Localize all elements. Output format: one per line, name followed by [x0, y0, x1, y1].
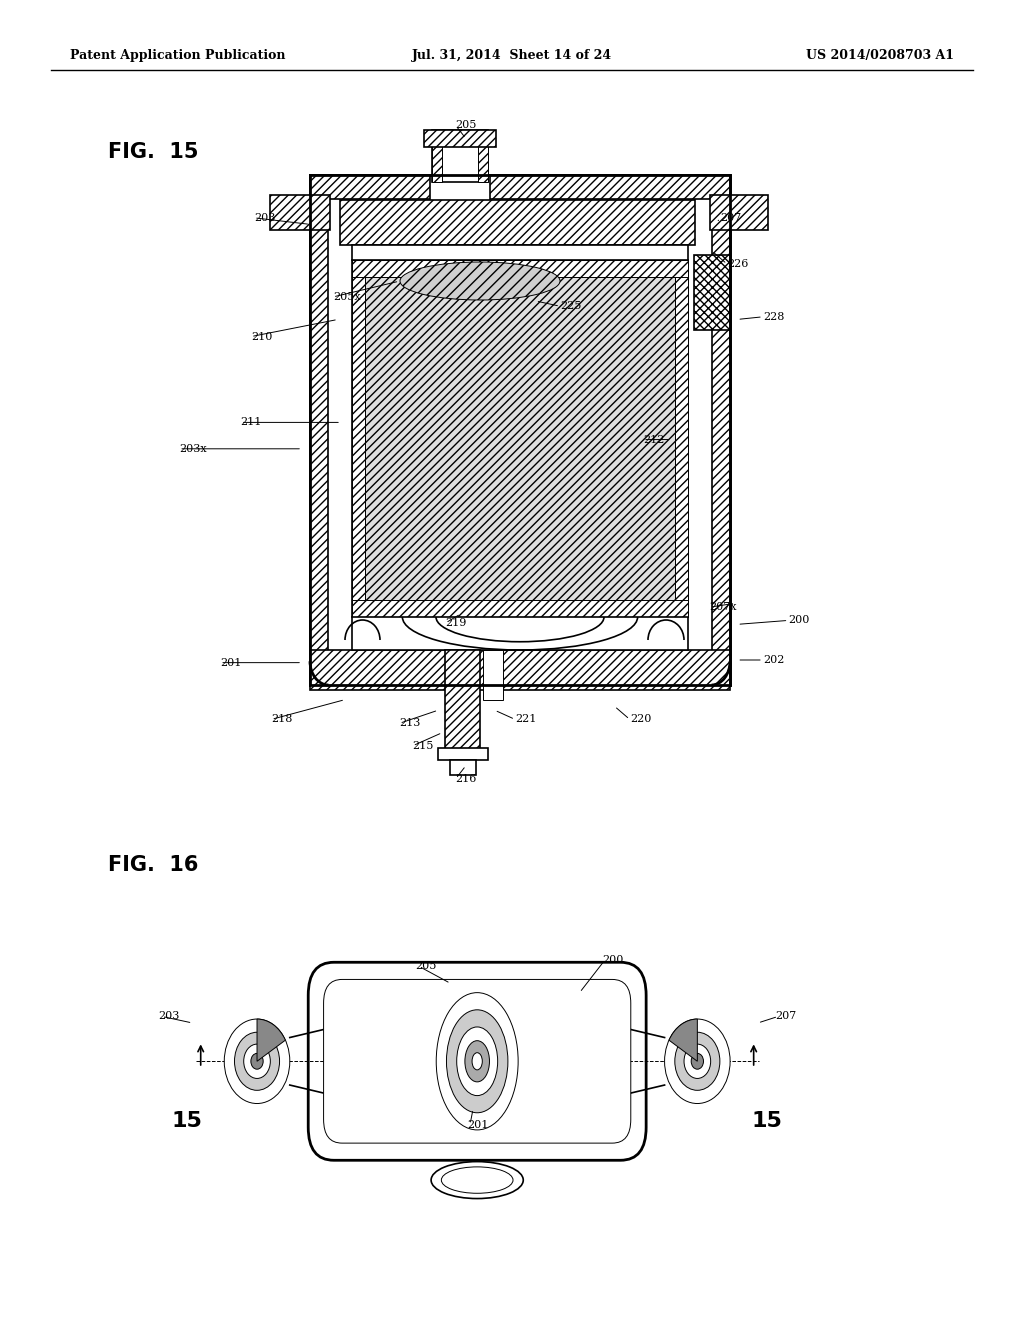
Ellipse shape	[436, 993, 518, 1130]
Text: 201: 201	[467, 1119, 488, 1130]
Bar	[432, 129, 442, 182]
Bar	[694, 255, 730, 330]
Text: 200: 200	[602, 954, 624, 965]
Ellipse shape	[251, 1053, 263, 1069]
Text: 203: 203	[254, 213, 275, 223]
Bar	[712, 176, 730, 685]
Ellipse shape	[244, 1044, 270, 1078]
Text: 201: 201	[220, 657, 242, 668]
Text: 219: 219	[445, 618, 467, 628]
Text: FIG.  15: FIG. 15	[108, 141, 198, 162]
Bar	[310, 649, 730, 690]
Text: 215: 215	[413, 741, 434, 751]
Text: 225: 225	[560, 301, 582, 312]
Text: 213: 213	[399, 718, 421, 729]
Ellipse shape	[431, 1162, 523, 1199]
Bar	[352, 616, 688, 649]
Ellipse shape	[441, 1167, 513, 1193]
Bar	[310, 176, 430, 199]
Bar	[270, 195, 330, 230]
Bar	[478, 129, 488, 182]
Wedge shape	[669, 1019, 697, 1061]
Ellipse shape	[224, 1019, 290, 1104]
Ellipse shape	[446, 1010, 508, 1113]
Text: 228: 228	[763, 312, 784, 322]
Ellipse shape	[400, 261, 560, 300]
Ellipse shape	[465, 1040, 489, 1082]
Bar	[352, 260, 366, 616]
Bar	[710, 195, 768, 230]
Bar	[352, 260, 688, 616]
Ellipse shape	[691, 1053, 703, 1069]
Bar	[483, 649, 503, 700]
Text: 15: 15	[752, 1110, 782, 1131]
Text: 211: 211	[241, 417, 262, 428]
Bar	[424, 129, 496, 147]
Bar	[352, 260, 688, 277]
Text: 221: 221	[515, 714, 537, 725]
Text: 207x: 207x	[710, 602, 737, 612]
Ellipse shape	[234, 1032, 280, 1090]
Text: 207: 207	[775, 1011, 797, 1022]
Text: 15: 15	[172, 1110, 203, 1131]
Ellipse shape	[472, 1053, 482, 1069]
Bar	[352, 246, 688, 260]
Text: 207: 207	[720, 213, 741, 223]
Text: 205: 205	[416, 961, 437, 972]
Text: 205: 205	[456, 120, 477, 131]
Text: 226: 226	[727, 259, 749, 269]
Text: 202: 202	[763, 655, 784, 665]
Text: 203x: 203x	[179, 444, 207, 454]
Text: FIG.  16: FIG. 16	[108, 854, 198, 875]
Bar	[432, 129, 488, 182]
Bar	[310, 176, 329, 685]
Bar	[352, 599, 688, 616]
Text: 203: 203	[159, 1011, 180, 1022]
Text: Patent Application Publication: Patent Application Publication	[70, 49, 285, 62]
Bar	[310, 176, 730, 685]
Text: 216: 216	[456, 774, 477, 784]
Bar	[310, 176, 730, 685]
Bar	[366, 277, 675, 599]
Text: 220: 220	[630, 714, 651, 725]
Bar	[310, 661, 730, 685]
Text: 218: 218	[271, 714, 293, 725]
Text: US 2014/0208703 A1: US 2014/0208703 A1	[806, 49, 954, 62]
Bar	[450, 760, 476, 775]
Text: Jul. 31, 2014  Sheet 14 of 24: Jul. 31, 2014 Sheet 14 of 24	[412, 49, 612, 62]
FancyBboxPatch shape	[308, 962, 646, 1160]
Bar	[675, 260, 688, 616]
Wedge shape	[257, 1019, 286, 1061]
Text: 200: 200	[788, 615, 810, 626]
Bar	[438, 748, 488, 760]
Ellipse shape	[665, 1019, 730, 1104]
Ellipse shape	[457, 1027, 498, 1096]
Text: 212: 212	[643, 434, 665, 445]
Ellipse shape	[675, 1032, 720, 1090]
Ellipse shape	[684, 1044, 711, 1078]
FancyBboxPatch shape	[324, 979, 631, 1143]
Bar	[340, 201, 695, 246]
Text: 210: 210	[251, 331, 272, 342]
Bar	[490, 176, 730, 199]
Bar	[445, 649, 480, 750]
Text: 205x: 205x	[333, 292, 360, 302]
